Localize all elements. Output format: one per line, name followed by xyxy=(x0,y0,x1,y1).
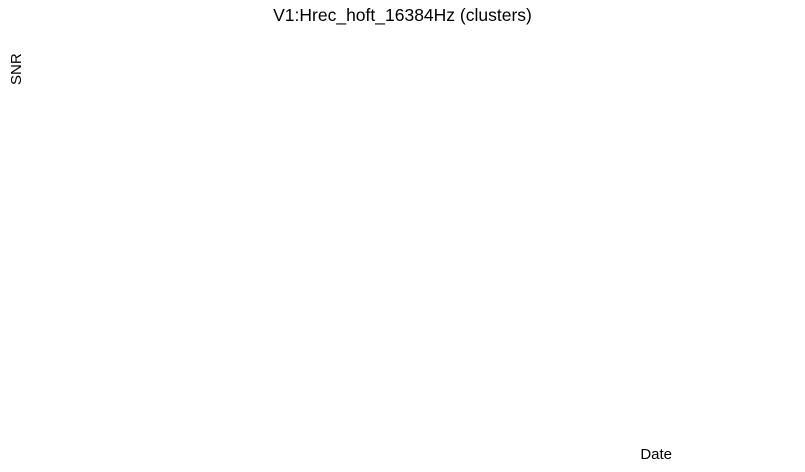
plot-title: V1:Hrec_hoft_16384Hz (clusters) xyxy=(273,5,532,25)
x-axis-title: Date xyxy=(640,446,672,463)
